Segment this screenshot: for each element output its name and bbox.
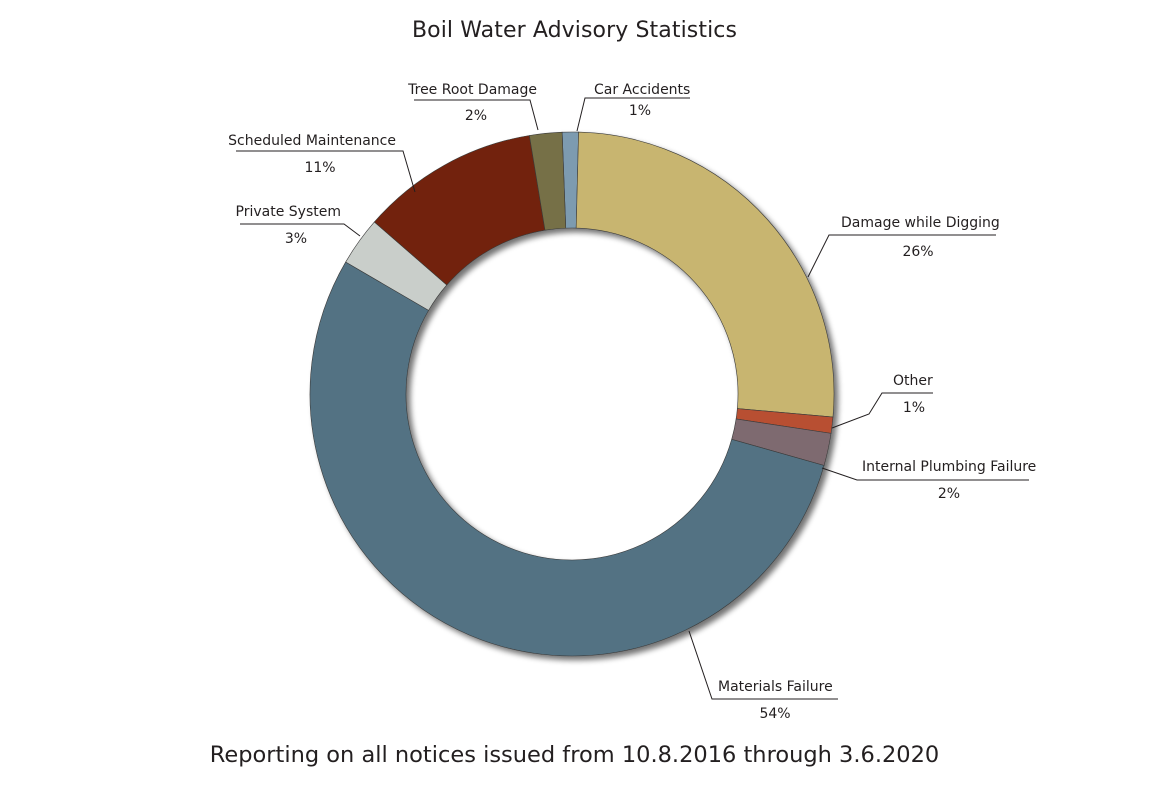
slice-label-car-accidents: Car Accidents <box>594 82 690 98</box>
chart-subtitle: Reporting on all notices issued from 10.… <box>209 742 940 768</box>
chart-title: Boil Water Advisory Statistics <box>411 18 738 43</box>
slice-tree-root-damage <box>529 131 567 231</box>
slice-label-damage-while-digging: Damage while Digging <box>841 215 1000 231</box>
slice-percent-scheduled-maintenance: 11% <box>304 160 335 176</box>
leader-line-private-system <box>240 223 361 237</box>
leader-line-materials-failure <box>688 630 838 700</box>
leader-line-damage-while-digging <box>807 234 996 278</box>
leader-line-internal-plumbing-failure <box>821 467 1029 481</box>
leader-line-scheduled-maintenance <box>236 150 416 193</box>
slice-materials-failure <box>309 261 825 657</box>
slice-label-internal-plumbing-failure: Internal Plumbing Failure <box>862 459 1036 475</box>
slice-percent-other: 1% <box>903 400 925 416</box>
slice-labels: Car Accidents 1% Damage while Digging 26% Ot… <box>228 82 1036 722</box>
slice-label-private-system: Private System <box>236 204 341 220</box>
leader-line-car-accidents <box>576 97 690 132</box>
slice-percent-car-accidents: 1% <box>629 103 651 119</box>
slice-damage-while-digging <box>575 131 835 418</box>
slice-label-other: Other <box>893 373 933 389</box>
slice-percent-materials-failure: 54% <box>759 706 790 722</box>
slice-label-scheduled-maintenance: Scheduled Maintenance <box>228 133 396 149</box>
slice-label-tree-root-damage: Tree Root Damage <box>407 82 537 98</box>
leader-line-tree-root-damage <box>414 99 539 131</box>
slice-percent-damage-while-digging: 26% <box>902 244 933 260</box>
slice-percent-internal-plumbing-failure: 2% <box>938 486 960 502</box>
slice-percent-tree-root-damage: 2% <box>465 108 487 124</box>
leader-line-other <box>831 392 933 429</box>
slice-label-materials-failure: Materials Failure <box>718 679 833 695</box>
label-leaders <box>236 97 1029 700</box>
donut-slices <box>309 131 835 657</box>
slice-percent-private-system: 3% <box>285 231 307 247</box>
